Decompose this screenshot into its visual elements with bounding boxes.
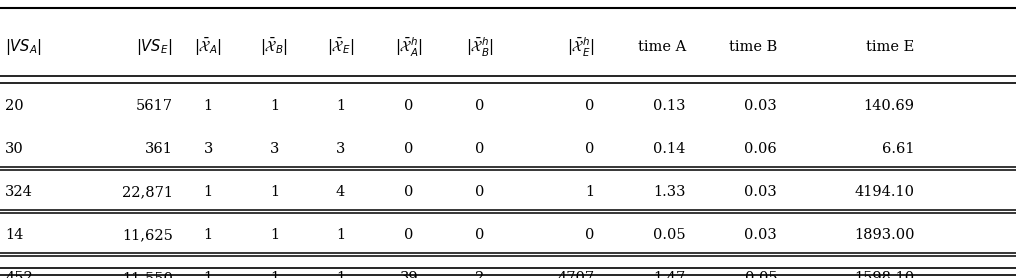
Text: 14: 14 [5,228,23,242]
Text: 140.69: 140.69 [864,99,914,113]
Text: 0: 0 [404,99,414,113]
Text: 361: 361 [145,142,173,156]
Text: time B: time B [729,40,777,54]
Text: 3: 3 [203,142,213,156]
Text: 5617: 5617 [136,99,173,113]
Text: 11,550: 11,550 [122,271,173,278]
Text: 20: 20 [5,99,23,113]
Text: 0.05: 0.05 [653,228,686,242]
Text: 22,871: 22,871 [122,185,173,199]
Text: 1: 1 [270,228,278,242]
Text: 1: 1 [270,99,278,113]
Text: 1: 1 [585,185,594,199]
Text: 0: 0 [404,142,414,156]
Text: 2: 2 [475,271,485,278]
Text: 4707: 4707 [557,271,594,278]
Text: 1598.10: 1598.10 [854,271,914,278]
Text: 1: 1 [204,99,212,113]
Text: $|\bar{\mathcal{X}}_E|$: $|\bar{\mathcal{X}}_E|$ [327,36,354,58]
Text: 1: 1 [270,185,278,199]
Text: 0.03: 0.03 [745,185,777,199]
Text: 4194.10: 4194.10 [854,185,914,199]
Text: 0: 0 [475,142,485,156]
Text: 4: 4 [335,185,345,199]
Text: 3: 3 [269,142,279,156]
Text: 1: 1 [204,228,212,242]
Text: 6.61: 6.61 [882,142,914,156]
Text: 0.03: 0.03 [745,228,777,242]
Text: 0.14: 0.14 [653,142,686,156]
Text: time E: time E [867,40,914,54]
Text: 0: 0 [475,99,485,113]
Text: $|\bar{\mathcal{X}}_B|$: $|\bar{\mathcal{X}}_B|$ [260,36,289,58]
Text: 0.06: 0.06 [745,142,777,156]
Text: 1: 1 [204,271,212,278]
Text: 0: 0 [585,99,594,113]
Text: 452: 452 [5,271,33,278]
Text: 0: 0 [585,142,594,156]
Text: $|\bar{\mathcal{X}}_E^h|$: $|\bar{\mathcal{X}}_E^h|$ [567,36,594,59]
Text: 30: 30 [5,142,23,156]
Text: 1: 1 [336,228,344,242]
Text: 1.47: 1.47 [653,271,686,278]
Text: $|\bar{\mathcal{X}}_B^h|$: $|\bar{\mathcal{X}}_B^h|$ [466,36,494,59]
Text: 11,625: 11,625 [122,228,173,242]
Text: 1: 1 [270,271,278,278]
Text: 0.05: 0.05 [745,271,777,278]
Text: 39: 39 [399,271,419,278]
Text: 1893.00: 1893.00 [853,228,914,242]
Text: time A: time A [638,40,686,54]
Text: 1: 1 [336,99,344,113]
Text: $|VS_E|$: $|VS_E|$ [136,37,173,57]
Text: 1: 1 [204,185,212,199]
Text: 1: 1 [336,271,344,278]
Text: 0: 0 [585,228,594,242]
Text: 0.03: 0.03 [745,99,777,113]
Text: 0: 0 [404,185,414,199]
Text: 3: 3 [335,142,345,156]
Text: 1.33: 1.33 [653,185,686,199]
Text: $|\bar{\mathcal{X}}_A|$: $|\bar{\mathcal{X}}_A|$ [194,36,223,58]
Text: 0.13: 0.13 [653,99,686,113]
Text: 0: 0 [404,228,414,242]
Text: 0: 0 [475,185,485,199]
Text: $|\bar{\mathcal{X}}_A^h|$: $|\bar{\mathcal{X}}_A^h|$ [395,36,423,59]
Text: 0: 0 [475,228,485,242]
Text: $|VS_A|$: $|VS_A|$ [5,37,42,57]
Text: 324: 324 [5,185,33,199]
